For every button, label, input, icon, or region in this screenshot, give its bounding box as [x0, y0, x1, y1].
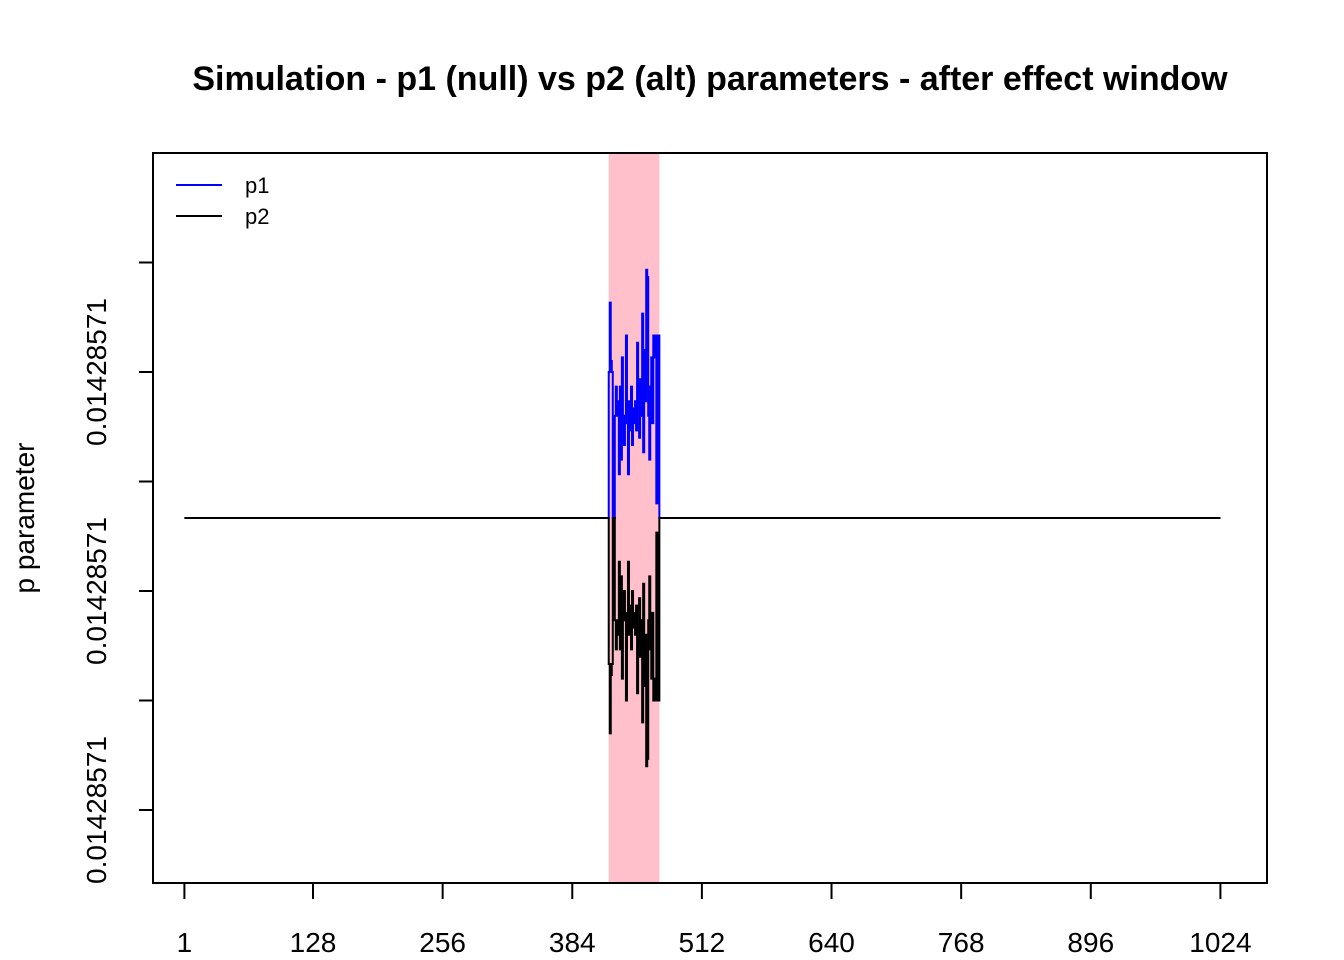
x-tick-label: 128	[290, 927, 337, 958]
legend-label-p1: p1	[245, 173, 269, 198]
highlight-region	[608, 154, 660, 882]
series-line-p2	[184, 517, 1221, 768]
x-tick-label: 1	[177, 927, 193, 958]
x-tick-label: 640	[808, 927, 855, 958]
series-line-p1	[184, 268, 1221, 519]
x-tick-label: 896	[1067, 927, 1114, 958]
y-axis: 0.01428571 0.01428571 0.01428571	[81, 261, 154, 884]
y-tick-label: 0.01428571	[81, 298, 112, 446]
highlight-layer	[608, 154, 660, 882]
x-tick-label: 768	[938, 927, 985, 958]
x-tick-label: 1024	[1189, 927, 1251, 958]
chart-title: Simulation - p1 (null) vs p2 (alt) param…	[192, 60, 1228, 98]
x-axis: 1 128 256 384 512 640 768 896 1024	[177, 882, 1252, 958]
y-axis-label: p parameter	[9, 443, 40, 594]
x-tick-label: 256	[419, 927, 466, 958]
y-tick-label: 0.01428571	[81, 517, 112, 665]
x-tick-label: 384	[549, 927, 596, 958]
legend-label-p2: p2	[245, 204, 269, 229]
series-layer	[184, 268, 1221, 768]
x-tick-label: 512	[679, 927, 726, 958]
y-tick-label: 0.01428571	[81, 736, 112, 884]
